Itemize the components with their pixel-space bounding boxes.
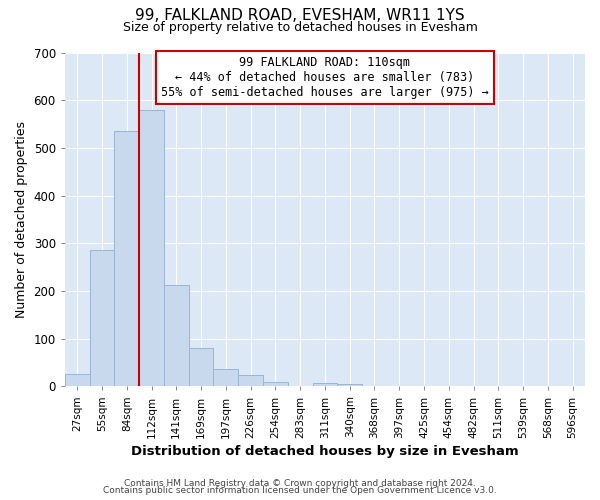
- Text: 99, FALKLAND ROAD, EVESHAM, WR11 1YS: 99, FALKLAND ROAD, EVESHAM, WR11 1YS: [135, 8, 465, 22]
- Bar: [65, 374, 89, 386]
- Bar: [337, 384, 362, 386]
- Bar: [188, 348, 214, 387]
- Text: Contains HM Land Registry data © Crown copyright and database right 2024.: Contains HM Land Registry data © Crown c…: [124, 478, 476, 488]
- Text: Size of property relative to detached houses in Evesham: Size of property relative to detached ho…: [122, 21, 478, 34]
- Text: 99 FALKLAND ROAD: 110sqm
← 44% of detached houses are smaller (783)
55% of semi-: 99 FALKLAND ROAD: 110sqm ← 44% of detach…: [161, 56, 489, 99]
- X-axis label: Distribution of detached houses by size in Evesham: Distribution of detached houses by size …: [131, 444, 519, 458]
- Bar: [214, 369, 238, 386]
- Bar: [139, 110, 164, 386]
- Y-axis label: Number of detached properties: Number of detached properties: [15, 121, 28, 318]
- Text: Contains public sector information licensed under the Open Government Licence v3: Contains public sector information licen…: [103, 486, 497, 495]
- Bar: [313, 382, 337, 386]
- Bar: [115, 131, 139, 386]
- Bar: [164, 286, 188, 386]
- Bar: [89, 250, 115, 386]
- Bar: [238, 375, 263, 386]
- Bar: [263, 382, 288, 386]
